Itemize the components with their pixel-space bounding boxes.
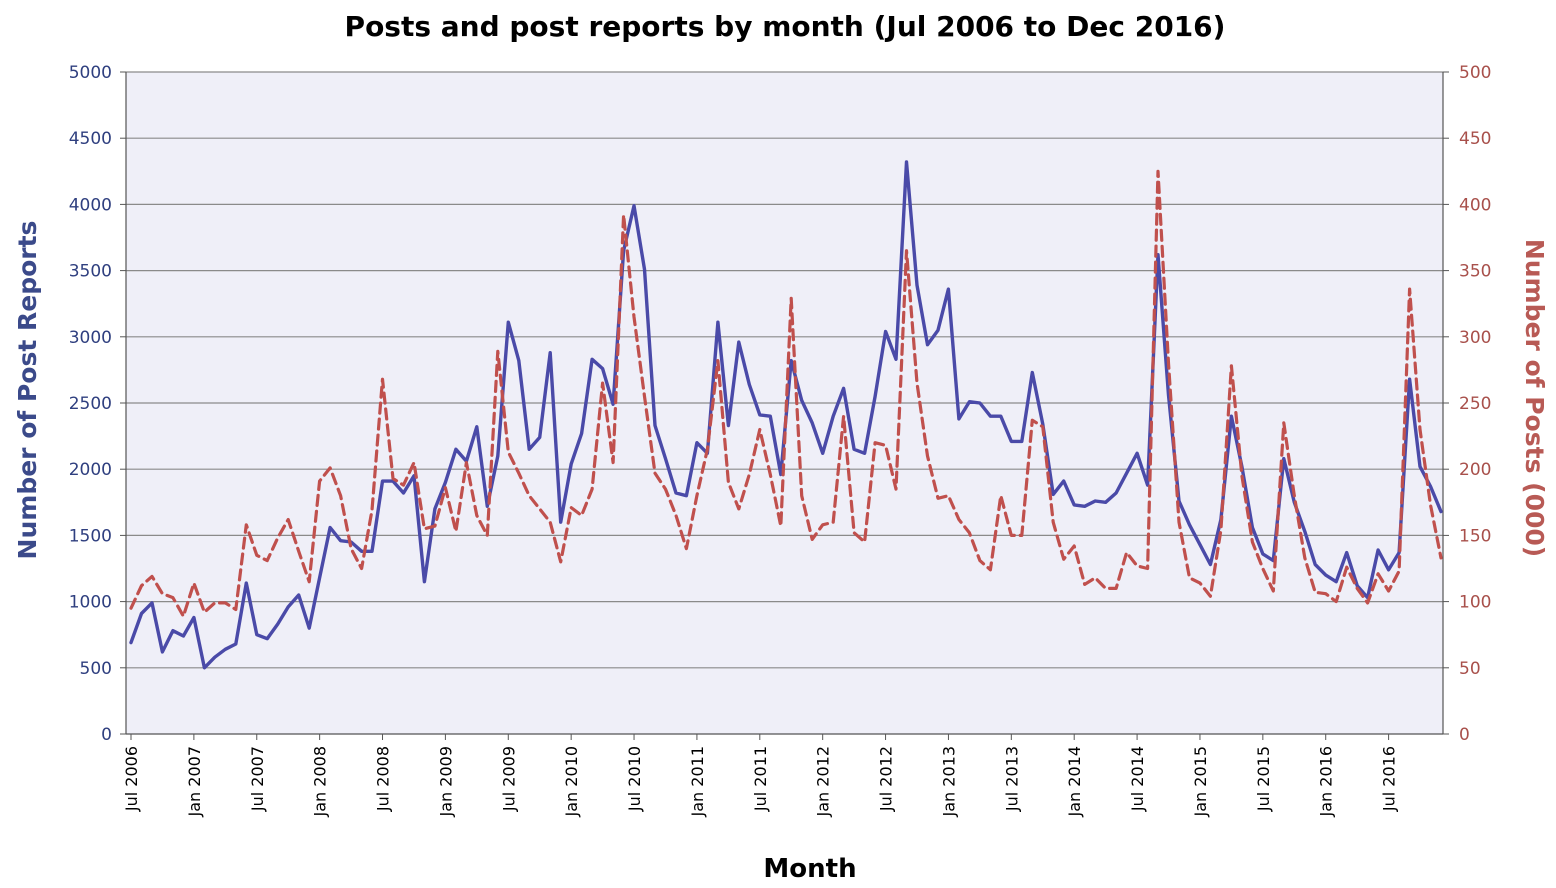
y-left-tick-label: 5000 [69,63,112,83]
y-right-tick-label: 300 [1459,328,1491,348]
x-tick-label: Jul 2013 [1002,746,1021,812]
x-tick-label: Jul 2009 [499,746,518,812]
y-left-tick-label: 4000 [69,195,112,215]
y-left-tick-label: 1500 [69,526,112,546]
y-right-tick-label: 400 [1459,195,1491,215]
y-right-tick-label: 150 [1459,526,1491,546]
x-tick-label: Jul 2012 [877,746,896,812]
y-left-tick-label: 0 [101,725,112,745]
x-tick-label: Jan 2013 [939,746,958,817]
y-right-tick-label: 100 [1459,593,1491,613]
x-tick-label: Jul 2011 [751,746,770,812]
chart-title: Posts and post reports by month (Jul 200… [345,10,1226,43]
y-axis-right-label: Number of Posts (000) [1520,239,1549,557]
x-tick-label: Jan 2014 [1065,746,1084,817]
y-right-tick-label: 200 [1459,460,1491,480]
y-left-tick-label: 2000 [69,460,112,480]
x-tick-label: Jan 2009 [436,746,455,817]
series-line-posts [129,169,1443,618]
y-right-tick-label: 450 [1459,129,1491,149]
y-right-tick-label: 0 [1459,725,1470,745]
axes [120,71,1449,740]
x-tick-label: Jan 2016 [1317,746,1336,817]
y-right-tick-label: 50 [1459,659,1481,679]
gridlines [126,71,1443,669]
x-tick-label: Jul 2014 [1128,746,1147,812]
x-axis-label: Month [763,854,856,884]
y-left-tick-label: 3000 [69,328,112,348]
x-tick-label: Jul 2006 [122,746,141,812]
y-left-tick-label: 4500 [69,129,112,149]
tick-labels: 0500100015002000250030003500400045005000… [69,63,1492,817]
x-tick-label: Jan 2011 [688,746,707,817]
y-left-tick-label: 500 [80,659,112,679]
x-tick-label: Jan 2008 [311,746,330,817]
y-right-tick-label: 500 [1459,63,1491,83]
x-tick-label: Jul 2015 [1254,746,1273,812]
x-tick-label: Jan 2012 [814,746,833,817]
x-tick-label: Jan 2007 [185,746,204,817]
series-lines [129,160,1443,670]
x-tick-label: Jul 2010 [625,746,644,812]
y-right-tick-label: 350 [1459,262,1491,282]
y-left-tick-label: 1000 [69,593,112,613]
y-right-tick-label: 250 [1459,394,1491,414]
y-left-tick-label: 2500 [69,394,112,414]
x-tick-label: Jan 2015 [1191,746,1210,817]
x-tick-label: Jan 2010 [562,746,581,817]
y-left-tick-label: 3500 [69,262,112,282]
x-tick-label: Jul 2007 [248,746,267,812]
x-tick-label: Jul 2008 [374,746,393,812]
x-tick-label: Jul 2016 [1380,746,1399,812]
y-axis-left-label: Number of Post Reports [13,221,42,560]
